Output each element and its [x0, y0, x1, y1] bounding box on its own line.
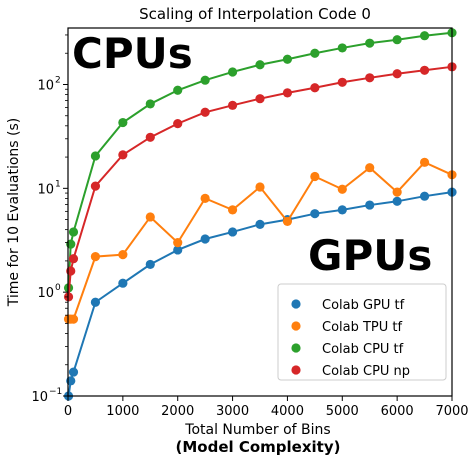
y-tick-label: 10: [37, 182, 54, 197]
x-tick-label: 1000: [106, 404, 139, 419]
data-point-1-7: [200, 193, 210, 203]
data-point-0-2: [68, 367, 79, 377]
data-point-3-2: [68, 254, 79, 264]
data-point-3-8: [227, 100, 238, 110]
data-point-1-3: [90, 252, 101, 262]
data-point-2-13: [365, 38, 375, 48]
data-point-3-5: [145, 132, 155, 142]
data-point-3-4: [118, 150, 128, 160]
y-axis-label: Time for 10 Evaluations (s): [6, 118, 22, 308]
data-point-2-5: [145, 99, 155, 109]
data-point-2-8: [227, 67, 238, 77]
data-point-3-11: [310, 83, 320, 93]
data-point-2-2: [68, 227, 79, 237]
x-axis-sublabel: (Model Complexity): [176, 438, 341, 456]
data-point-0-12: [337, 205, 347, 215]
data-point-2-9: [255, 60, 265, 70]
data-point-0-7: [200, 234, 210, 244]
y-tick-exponent: −1: [49, 387, 62, 397]
annotation-cpus: CPUs: [72, 29, 193, 78]
legend-marker-0: [291, 299, 301, 309]
data-point-0-6: [173, 245, 183, 255]
annotation-gpus: GPUs: [308, 231, 432, 280]
data-point-0-3: [90, 297, 101, 307]
data-point-1-5: [145, 212, 155, 222]
x-tick-label: 3000: [216, 404, 249, 419]
data-point-1-15: [419, 157, 430, 167]
data-point-2-3: [90, 151, 101, 161]
data-point-0-8: [227, 227, 238, 237]
legend-marker-1: [291, 321, 301, 331]
data-point-0-14: [392, 196, 402, 206]
data-point-2-6: [173, 85, 183, 95]
data-point-0-11: [310, 209, 320, 219]
legend-label-3: Colab CPU np: [322, 364, 410, 379]
data-point-1-10: [282, 216, 293, 227]
data-point-2-12: [337, 43, 347, 53]
data-point-1-13: [365, 163, 375, 173]
data-point-1-2: [68, 314, 79, 324]
x-tick-label: 5000: [326, 404, 359, 419]
data-point-2-15: [419, 31, 430, 41]
legend: Colab GPU tf Colab TPU tf Colab CPU tf Cola…: [277, 283, 447, 381]
data-point-1-6: [173, 238, 183, 248]
data-point-3-14: [392, 69, 402, 79]
data-point-3-3: [90, 181, 101, 191]
legend-box: [277, 283, 447, 381]
data-point-0-13: [365, 200, 375, 210]
data-point-2-4: [118, 117, 128, 128]
data-point-1-14: [392, 187, 402, 197]
data-point-1-8: [227, 205, 238, 215]
x-axis-ticks: 0 1000 2000 3000 4000 5000 6000 7000: [64, 396, 469, 419]
legend-marker-2: [291, 343, 301, 353]
data-point-0-5: [145, 259, 155, 270]
y-tick-label: 10: [37, 286, 54, 301]
data-point-3-6: [173, 119, 183, 129]
data-point-3-10: [282, 88, 293, 98]
legend-label-1: Colab TPU tf: [322, 320, 403, 335]
x-tick-label: 6000: [381, 404, 414, 419]
data-point-0-4: [118, 278, 128, 288]
data-point-3-13: [365, 73, 375, 83]
plot-series: [63, 28, 457, 401]
data-point-3-9: [255, 94, 265, 104]
data-point-2-14: [392, 35, 402, 45]
data-point-1-11: [310, 171, 320, 182]
y-tick-exponent: 2: [55, 75, 61, 85]
data-point-3-15: [419, 65, 430, 75]
data-point-2-7: [200, 75, 210, 85]
data-point-1-9: [255, 182, 265, 192]
chart-title: Scaling of Interpolation Code 0: [139, 5, 371, 23]
x-tick-label: 7000: [435, 404, 468, 419]
data-point-3-12: [337, 77, 347, 87]
data-point-3-7: [200, 107, 210, 117]
data-point-0-15: [419, 191, 430, 201]
legend-marker-3: [291, 365, 301, 375]
data-point-0-9: [255, 219, 265, 229]
y-tick-exponent: 0: [55, 283, 61, 293]
data-point-1-4: [118, 250, 128, 260]
x-tick-label: 2000: [161, 404, 194, 419]
data-point-2-11: [310, 48, 320, 58]
legend-label-2: Colab CPU tf: [322, 342, 404, 357]
legend-label-0: Colab GPU tf: [322, 298, 405, 313]
x-tick-label: 4000: [271, 404, 304, 419]
data-point-1-12: [337, 184, 347, 194]
y-tick-label: 10: [31, 390, 48, 405]
axes-frame: [67, 27, 453, 397]
legend-entries: Colab GPU tf Colab TPU tf Colab CPU tf Cola…: [291, 298, 410, 379]
y-tick-label: 10: [37, 78, 54, 93]
y-tick-exponent: 1: [55, 179, 61, 189]
x-tick-label: 0: [64, 404, 72, 419]
data-point-2-10: [282, 54, 293, 64]
x-axis-label: Total Number of Bins: [184, 422, 330, 438]
